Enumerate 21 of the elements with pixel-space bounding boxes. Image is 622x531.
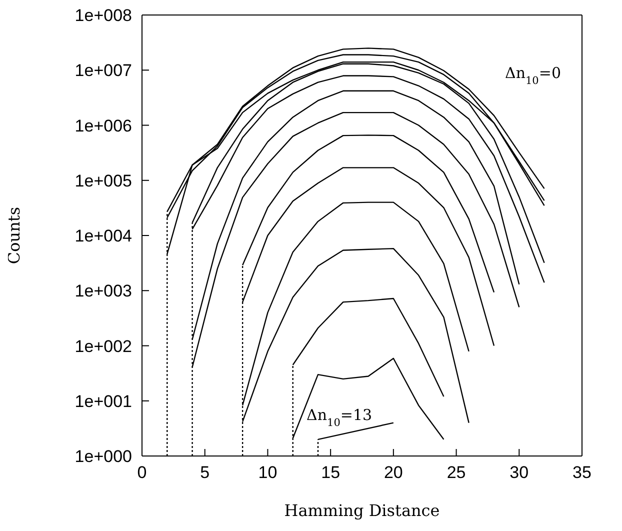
y-tick-label: 1e+006 (74, 116, 132, 136)
x-tick-label: 15 (321, 463, 340, 482)
y-tick-label: 1e+003 (74, 282, 132, 301)
y-tick-label: 1e+002 (74, 336, 132, 356)
annotation: Δn$_{10}$=13 (306, 406, 372, 429)
x-tick-label: 30 (510, 463, 529, 482)
x-tick-label: 35 (572, 463, 592, 482)
y-axis-title: Counts (4, 206, 24, 264)
x-tick-label: 25 (446, 463, 466, 482)
x-tick-label: 0 (137, 463, 147, 482)
x-tick-label: 20 (384, 463, 403, 482)
annotation: Δn$_{10}$=0 (505, 64, 562, 88)
y-tick-label: 1e+008 (74, 6, 132, 26)
y-tick-label: 1e+007 (74, 61, 132, 80)
x-axis-title: Hamming Distance (284, 501, 440, 520)
x-tick-label: 10 (258, 463, 278, 482)
y-tick-label: 1e+001 (74, 392, 132, 411)
y-tick-label: 1e+005 (74, 171, 132, 190)
y-tick-label: 1e+004 (74, 226, 132, 246)
x-tick-label: 5 (200, 463, 210, 482)
y-tick-label: 1e+000 (74, 447, 132, 466)
